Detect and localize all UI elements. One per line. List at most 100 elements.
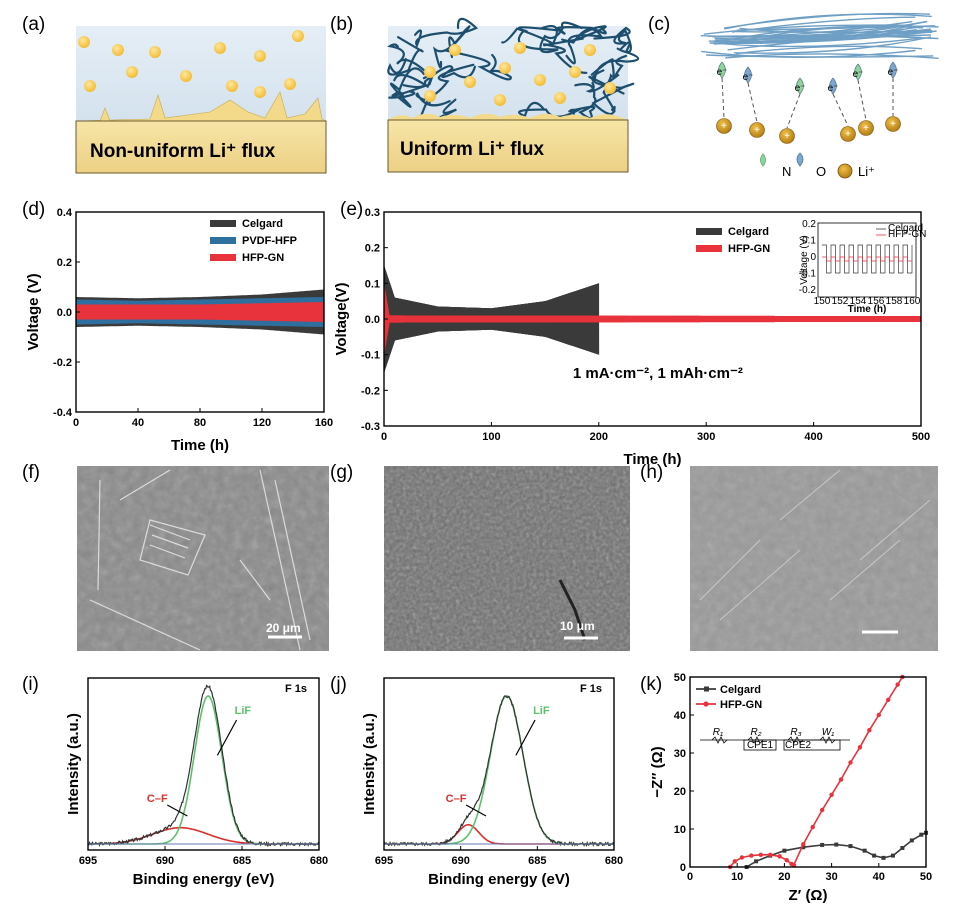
- x-tick-label: 685: [233, 855, 251, 867]
- plot-series: [383, 265, 922, 373]
- x-tick-label: 695: [79, 855, 97, 867]
- lithium-ion: [78, 36, 90, 48]
- x-tick-label: 200: [590, 431, 608, 443]
- lithium-ion: [779, 128, 795, 144]
- data-point-hfp-gn: [838, 777, 844, 782]
- heteroatom-site: [718, 61, 726, 79]
- coordination-bond: [832, 93, 849, 127]
- y-axis-title: Intensity (a.u.): [65, 713, 82, 815]
- electron-label: e⁻: [853, 69, 864, 80]
- y-tick-label: 0.2: [365, 243, 380, 255]
- polymer-fiber: [518, 26, 607, 35]
- polymer-fiber: [561, 28, 604, 65]
- heteroatom-site: [829, 77, 837, 95]
- data-point-hfp-gn: [749, 853, 754, 858]
- inset-x-tick: 154: [850, 296, 867, 307]
- panel-label-e: (e): [340, 199, 363, 220]
- lithium-ion: [569, 66, 581, 78]
- polymer-fiber: [517, 21, 583, 54]
- x-tick-label: 400: [804, 431, 822, 443]
- x-tick-label: 300: [697, 431, 715, 443]
- lithium-ion: [604, 82, 616, 94]
- x-tick-label: 0: [73, 417, 79, 429]
- data-point-hfp-gn: [876, 712, 881, 718]
- data-point-celgard: [919, 832, 924, 837]
- legend-label-celgard: Celgard: [728, 226, 769, 238]
- peak-label-cf: C–F: [446, 793, 467, 805]
- panel-a-schematic: Non-uniform Li⁺ flux: [75, 26, 327, 174]
- peak-label-lif: LiF: [235, 705, 252, 717]
- chart-d: 0 40 80 120 160 -0.4 -0.2 0.0 0.2 0.4 Time (h) Volt…: [25, 207, 333, 454]
- y-tick-label: -0.4: [53, 407, 73, 419]
- nanofiber-strand: [708, 28, 932, 42]
- y-axis-title: Voltage (V): [25, 273, 42, 350]
- data-point-celgard: [834, 842, 839, 847]
- lithium-ion: [284, 78, 296, 90]
- lithium-ion-charge: +: [721, 121, 727, 132]
- lithium-ions: + + + + + +: [716, 116, 901, 144]
- legend-label-pvdf-hfp: PVDF-HFP: [242, 235, 297, 247]
- y-tick-label: 20: [674, 786, 686, 798]
- series-line-hfp-gn: [75, 301, 325, 323]
- inset-y-tick: 0: [810, 252, 816, 263]
- nanofiber-strand: [724, 13, 932, 30]
- lithium-ion-charge: +: [863, 123, 869, 134]
- inset-legend-label: Celgard: [888, 223, 923, 234]
- data-point-hfp-gn: [784, 857, 789, 863]
- panel-label-j: (j): [330, 674, 347, 695]
- measured-spectrum: [383, 695, 615, 848]
- sem-image-f: 20 μm: [77, 466, 329, 651]
- x-axis-title: Z′ (Ω): [789, 887, 828, 904]
- electron-sites: e⁻ e⁻ e⁻ e⁻ e⁻ e⁻: [717, 61, 898, 95]
- lithium-ion-charge: +: [754, 125, 760, 136]
- y-tick-label: 30: [674, 748, 686, 760]
- sem-image-h: [690, 466, 938, 651]
- plot-series: [75, 289, 325, 335]
- panel-label-d: (d): [22, 199, 45, 220]
- x-tick-label: 690: [156, 855, 174, 867]
- circuit-labels: R₁ R₂ R₃ W₁ CPE1 CPE2: [713, 727, 834, 751]
- lithium-ion: [885, 116, 901, 132]
- y-tick-label: -0.2: [53, 357, 72, 369]
- oxygen-icon: [796, 152, 804, 167]
- inset-series-celgard: [822, 244, 913, 274]
- peak-arrow-cf: [465, 804, 487, 817]
- legend-label-hfp-gn: HFP-GN: [728, 243, 770, 255]
- data-point-hfp-gn: [819, 807, 825, 813]
- cpe1-branch: [743, 739, 777, 751]
- scale-label-f: 20 μm: [266, 621, 301, 635]
- legend-li: Li⁺: [858, 164, 875, 179]
- x-tick-label: 50: [920, 871, 932, 883]
- panel-b-caption: Uniform Li⁺ flux: [400, 139, 545, 160]
- lithium-ion: [84, 80, 96, 92]
- fit-peak-cf: [384, 824, 614, 845]
- lithium-ion: [464, 76, 476, 88]
- legend-label-celgard: Celgard: [720, 684, 761, 696]
- inset-x-tick: 150: [814, 296, 831, 307]
- lithium-ion-charge: +: [784, 131, 790, 142]
- coordination-bond: [721, 77, 725, 119]
- nanofiber-strand: [733, 36, 932, 54]
- fit-peak-lif: [88, 695, 319, 845]
- circuit-label-r3: R₃: [790, 727, 801, 738]
- chart-legend: Celgard HFP-GN: [696, 684, 762, 711]
- chart-legend: Celgard HFP-GN: [696, 226, 770, 255]
- data-point-hfp-gn: [791, 862, 797, 868]
- plot-series: [87, 684, 320, 848]
- lithium-ion-icon: [837, 163, 853, 179]
- chart-i: 695 690 685 680 Binding energy (eV) Intensity…: [65, 677, 328, 888]
- data-point-hfp-gn: [801, 842, 806, 847]
- plot-series: [727, 674, 928, 870]
- panel-a-caption: Non-uniform Li⁺ flux: [90, 141, 276, 162]
- y-tick-label: 0.2: [57, 257, 72, 269]
- x-tick-label: 680: [310, 855, 328, 867]
- series-line-hfp-gn: [383, 283, 922, 355]
- panel-label-c: (c): [648, 14, 670, 35]
- data-point-hfp-gn: [848, 760, 853, 765]
- y-tick-label: 10: [674, 824, 686, 836]
- x-tick-label: 40: [132, 417, 144, 429]
- circuit-label-r1: R₁: [713, 727, 723, 738]
- data-point-hfp-gn: [829, 792, 834, 797]
- y-axis-title: −Z″ (Ω): [649, 746, 666, 797]
- inset-y-title: Voltage (V): [799, 235, 810, 284]
